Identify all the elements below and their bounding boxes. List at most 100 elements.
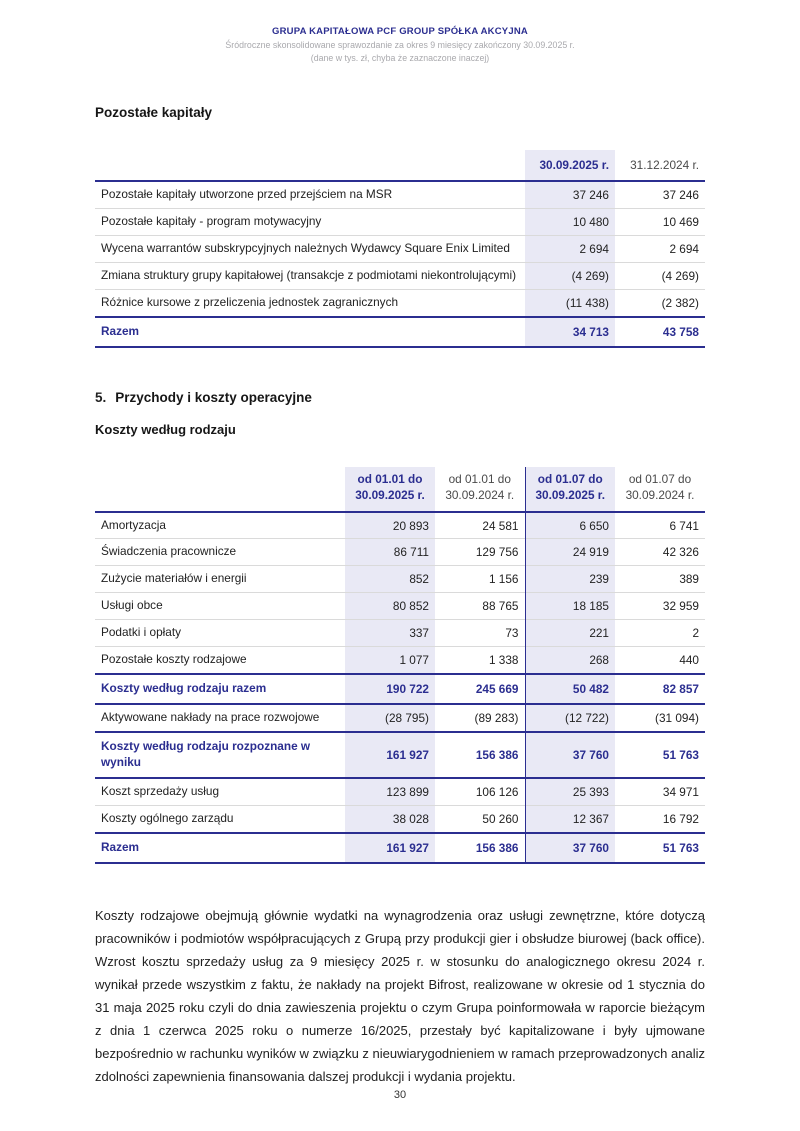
cell-value: 1 338 xyxy=(435,646,525,675)
row-label: Wycena warrantów subskrypcyjnych należny… xyxy=(95,234,525,263)
total-label: Razem xyxy=(95,831,345,864)
table-row: Pozostałe kapitały utworzone przed przej… xyxy=(95,180,705,209)
section-number: 5. xyxy=(95,389,107,405)
row-label: Amortyzacja xyxy=(95,511,345,539)
row-label: Podatki i opłaty xyxy=(95,619,345,647)
total-value: 51 763 xyxy=(615,831,705,864)
cell-value: 86 711 xyxy=(345,538,435,566)
table-row: Aktywowane nakłady na prace rozwojowe (2… xyxy=(95,703,705,732)
cell-value: 1 077 xyxy=(345,646,435,675)
cell-value: (28 795) xyxy=(345,703,435,732)
total-value: 37 760 xyxy=(524,730,615,779)
cell-value: 37 246 xyxy=(615,180,705,209)
cell-value: (11 438) xyxy=(525,288,615,317)
cell-value: 73 xyxy=(435,619,525,647)
table-row: Świadczenia pracownicze 86 711 129 756 2… xyxy=(95,538,705,566)
cell-value: (4 269) xyxy=(615,261,705,290)
table-row: Zmiana struktury grupy kapitałowej (tran… xyxy=(95,261,705,290)
empty-header-cell xyxy=(95,150,525,182)
cell-value: 6 741 xyxy=(615,511,705,539)
table-total-row: Razem 161 927 156 386 37 760 51 763 xyxy=(95,831,705,864)
cell-value: 38 028 xyxy=(345,804,435,833)
cell-value: 34 971 xyxy=(615,777,705,806)
cell-value: (4 269) xyxy=(525,261,615,290)
cell-value: 24 581 xyxy=(435,511,525,539)
cell-value: 239 xyxy=(524,565,615,593)
cell-value: 440 xyxy=(615,646,705,675)
row-label: Pozostałe koszty rodzajowe xyxy=(95,646,345,675)
cell-value: 42 326 xyxy=(615,538,705,566)
table-row: Koszt sprzedaży usług 123 899 106 126 25… xyxy=(95,777,705,806)
document-header: GRUPA KAPITAŁOWA PCF GROUP SPÓŁKA AKCYJN… xyxy=(95,26,705,63)
row-label: Usługi obce xyxy=(95,592,345,620)
column-header-q1-q3-2025: od 01.01 do 30.09.2025 r. xyxy=(345,466,435,513)
table-row: Pozostałe kapitały - program motywacyjny… xyxy=(95,207,705,236)
total-value: 245 669 xyxy=(435,673,525,706)
section-title-text: Przychody i koszty operacyjne xyxy=(115,389,312,405)
table-row: Wycena warrantów subskrypcyjnych należny… xyxy=(95,234,705,263)
total-value: 161 927 xyxy=(345,831,435,864)
section-title-pozostale-kapitaly: Pozostałe kapitały xyxy=(95,105,213,120)
cell-value: 25 393 xyxy=(524,777,615,806)
cell-value: 50 260 xyxy=(435,804,525,833)
total-value: 51 763 xyxy=(615,730,705,779)
other-capitals-table: 30.09.2025 r. 31.12.2024 r. Pozostałe ka… xyxy=(95,150,705,348)
total-value: 50 482 xyxy=(524,673,615,706)
cell-value: (89 283) xyxy=(435,703,525,732)
table-header-row: od 01.01 do 30.09.2025 r. od 01.01 do 30… xyxy=(95,466,705,513)
table-row: Amortyzacja 20 893 24 581 6 650 6 741 xyxy=(95,511,705,539)
row-label: Koszty ogólnego zarządu xyxy=(95,804,345,833)
total-value: 161 927 xyxy=(345,730,435,779)
table-total-row: Razem 34 713 43 758 xyxy=(95,315,705,348)
column-header-q3-2024: od 01.07 do 30.09.2024 r. xyxy=(615,466,705,513)
table-row: Podatki i opłaty 337 73 221 2 xyxy=(95,619,705,647)
cell-value: 32 959 xyxy=(615,592,705,620)
cell-value: 10 469 xyxy=(615,207,705,236)
cell-value: 852 xyxy=(345,565,435,593)
row-label: Zmiana struktury grupy kapitałowej (tran… xyxy=(95,261,525,290)
table-header-row: 30.09.2025 r. 31.12.2024 r. xyxy=(95,150,705,182)
cell-value: 2 694 xyxy=(615,234,705,263)
subsection-title-koszty-wedlug-rodzaju: Koszty według rodzaju xyxy=(95,421,236,437)
total-label: Razem xyxy=(95,315,525,348)
total-label: Koszty według rodzaju razem xyxy=(95,673,345,706)
commentary-paragraph: Koszty rodzajowe obejmują głównie wydatk… xyxy=(95,907,705,1085)
cell-value: 129 756 xyxy=(435,538,525,566)
table-subtotal-row: Koszty według rodzaju rozpoznane w wynik… xyxy=(95,730,705,779)
cell-value: 20 893 xyxy=(345,511,435,539)
column-header-30-09-2025: 30.09.2025 r. xyxy=(525,150,615,182)
cell-value: 268 xyxy=(524,646,615,675)
row-label: Pozostałe kapitały utworzone przed przej… xyxy=(95,180,525,209)
row-label: Pozostałe kapitały - program motywacyjny xyxy=(95,207,525,236)
cell-value: (12 722) xyxy=(524,703,615,732)
table-row: Różnice kursowe z przeliczenia jednostek… xyxy=(95,288,705,317)
row-label: Zużycie materiałów i energii xyxy=(95,565,345,593)
page-number: 30 xyxy=(393,1089,407,1101)
total-value: 43 758 xyxy=(615,315,705,348)
cell-value: 337 xyxy=(345,619,435,647)
cell-value: 80 852 xyxy=(345,592,435,620)
row-label: Świadczenia pracownicze xyxy=(95,538,345,566)
cell-value: 1 156 xyxy=(435,565,525,593)
table-row: Pozostałe koszty rodzajowe 1 077 1 338 2… xyxy=(95,646,705,675)
cell-value: 10 480 xyxy=(525,207,615,236)
cell-value: 2 694 xyxy=(525,234,615,263)
report-subtitle: Śródroczne skonsolidowane sprawozdanie z… xyxy=(225,40,575,50)
cell-value: 18 185 xyxy=(524,592,615,620)
cell-value: 24 919 xyxy=(524,538,615,566)
costs-by-type-table: od 01.01 do 30.09.2025 r. od 01.01 do 30… xyxy=(95,466,705,864)
row-label: Aktywowane nakłady na prace rozwojowe xyxy=(95,703,345,732)
total-value: 82 857 xyxy=(615,673,705,706)
cell-value: 106 126 xyxy=(435,777,525,806)
section-heading-przychody-i-koszty: 5. Przychody i koszty operacyjne xyxy=(95,390,705,405)
cell-value: (31 094) xyxy=(615,703,705,732)
cell-value: (2 382) xyxy=(615,288,705,317)
company-name: GRUPA KAPITAŁOWA PCF GROUP SPÓŁKA AKCYJN… xyxy=(272,26,528,37)
cell-value: 88 765 xyxy=(435,592,525,620)
total-value: 156 386 xyxy=(435,831,525,864)
column-header-q1-q3-2024: od 01.01 do 30.09.2024 r. xyxy=(435,466,525,513)
total-value: 156 386 xyxy=(435,730,525,779)
cell-value: 2 xyxy=(615,619,705,647)
cell-value: 12 367 xyxy=(524,804,615,833)
